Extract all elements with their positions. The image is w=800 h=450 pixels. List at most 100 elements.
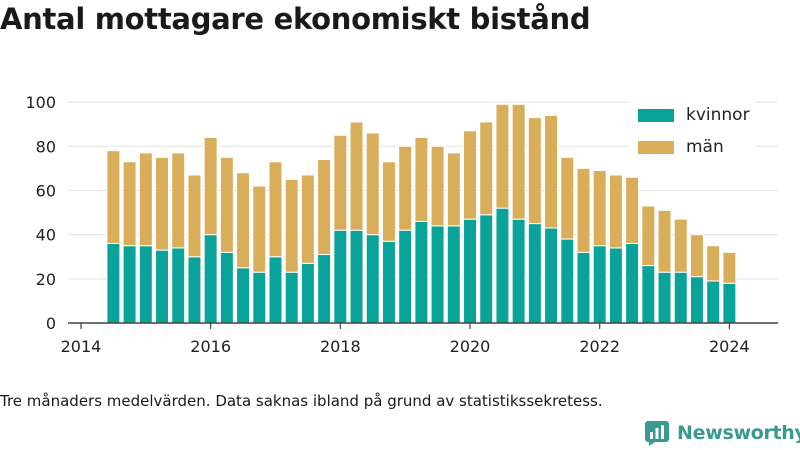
- bar-kvinnor: [446, 225, 461, 324]
- bar-kvinnor: [317, 254, 332, 324]
- x-tick-label: 2014: [61, 337, 102, 356]
- bar-man: [155, 156, 170, 251]
- bar-man: [625, 176, 640, 244]
- bar-man: [689, 234, 704, 278]
- bar-kvinnor: [219, 251, 234, 324]
- bar-kvinnor: [333, 229, 348, 324]
- bar-kvinnor: [706, 280, 721, 324]
- y-tick-label: 80: [36, 137, 56, 156]
- bar-kvinnor: [203, 234, 218, 324]
- bar-kvinnor: [414, 220, 429, 324]
- bar-man: [560, 156, 575, 240]
- bar-kvinnor: [236, 267, 251, 324]
- bar-kvinnor: [479, 214, 494, 324]
- bar-man: [414, 136, 429, 222]
- bar-kvinnor: [592, 245, 607, 324]
- bar-kvinnor: [527, 223, 542, 324]
- bar-man: [284, 178, 299, 273]
- bar-man: [592, 170, 607, 247]
- chart-title: Antal mottagare ekonomiskt bistånd: [0, 2, 591, 36]
- bar-kvinnor: [511, 218, 526, 324]
- brand-logo[interactable]: Newsworthy: [644, 420, 800, 446]
- bar-kvinnor: [300, 262, 315, 324]
- bar-man: [463, 130, 477, 220]
- bar-man: [576, 167, 591, 253]
- legend-item-man: män: [636, 131, 750, 163]
- bar-man: [349, 121, 364, 231]
- bar-kvinnor: [398, 229, 413, 324]
- bar-man: [138, 152, 153, 247]
- bar-man: [544, 114, 559, 229]
- y-tick-label: 60: [36, 181, 56, 200]
- stacked-bar-chart: 0 20 40 60 80 100 2014 2016 2018 2020 2022 2024: [25, 93, 778, 356]
- bar-man: [333, 134, 348, 231]
- y-tick-label: 100: [25, 93, 56, 112]
- bars: [106, 103, 737, 324]
- newsworthy-chart-icon: [645, 421, 669, 446]
- bar-man: [657, 209, 672, 273]
- bar-man: [722, 251, 737, 284]
- bar-kvinnor: [576, 251, 591, 324]
- legend: kvinnor män: [630, 95, 756, 171]
- bar-kvinnor: [187, 256, 202, 324]
- bar-kvinnor: [106, 242, 121, 324]
- bar-kvinnor: [641, 265, 656, 324]
- bar-man: [673, 218, 688, 273]
- bar-kvinnor: [463, 218, 477, 324]
- y-tick-label: 0: [46, 314, 56, 333]
- bar-man: [365, 132, 380, 236]
- legend-label-man: män: [686, 137, 724, 157]
- bar-kvinnor: [722, 282, 737, 324]
- bar-kvinnor: [673, 271, 688, 324]
- bar-kvinnor: [171, 247, 186, 324]
- bar-man: [608, 174, 623, 249]
- y-tick-label: 40: [36, 226, 56, 245]
- bar-man: [430, 145, 445, 227]
- legend-item-kvinnor: kvinnor: [636, 99, 750, 131]
- bar-man: [187, 174, 202, 258]
- bar-kvinnor: [608, 247, 623, 324]
- bar-kvinnor: [657, 271, 672, 324]
- bar-man: [511, 103, 526, 220]
- bar-man: [381, 161, 396, 242]
- bar-kvinnor: [365, 234, 380, 324]
- bar-kvinnor: [122, 245, 137, 324]
- bar-man: [495, 103, 510, 209]
- bar-kvinnor: [252, 271, 267, 324]
- bar-kvinnor: [689, 276, 704, 324]
- bar-kvinnor: [495, 207, 510, 324]
- x-tick-label: 2016: [190, 337, 231, 356]
- x-tick-label: 2018: [320, 337, 361, 356]
- bar-man: [641, 205, 656, 267]
- bar-man: [219, 156, 234, 253]
- bar-man: [706, 245, 721, 282]
- x-tick-label: 2024: [709, 337, 750, 356]
- legend-swatch-man: [638, 140, 674, 154]
- bar-man: [122, 161, 137, 247]
- bar-kvinnor: [544, 227, 559, 324]
- bar-man: [236, 172, 251, 269]
- bar-kvinnor: [430, 225, 445, 324]
- legend-label-kvinnor: kvinnor: [686, 105, 750, 125]
- y-tick-label: 20: [36, 270, 56, 289]
- x-tick-label: 2022: [579, 337, 620, 356]
- bar-kvinnor: [268, 256, 283, 324]
- bar-kvinnor: [560, 238, 575, 324]
- bar-man: [398, 145, 413, 231]
- footnote: Tre månaders medelvärden. Data saknas ib…: [0, 392, 603, 410]
- bar-man: [252, 185, 267, 273]
- bar-man: [317, 159, 332, 256]
- bar-man: [268, 161, 283, 258]
- x-tick-label: 2020: [450, 337, 491, 356]
- legend-swatch-kvinnor: [638, 108, 674, 122]
- bar-man: [527, 117, 542, 225]
- bar-man: [446, 152, 461, 227]
- bar-kvinnor: [349, 229, 364, 324]
- bar-kvinnor: [284, 271, 299, 324]
- bar-kvinnor: [381, 240, 396, 324]
- bar-kvinnor: [625, 242, 640, 324]
- axes: 0 20 40 60 80 100 2014 2016 2018 2020 2022 2024: [25, 93, 778, 356]
- bar-kvinnor: [138, 245, 153, 324]
- bar-kvinnor: [155, 249, 170, 324]
- bar-man: [203, 136, 218, 236]
